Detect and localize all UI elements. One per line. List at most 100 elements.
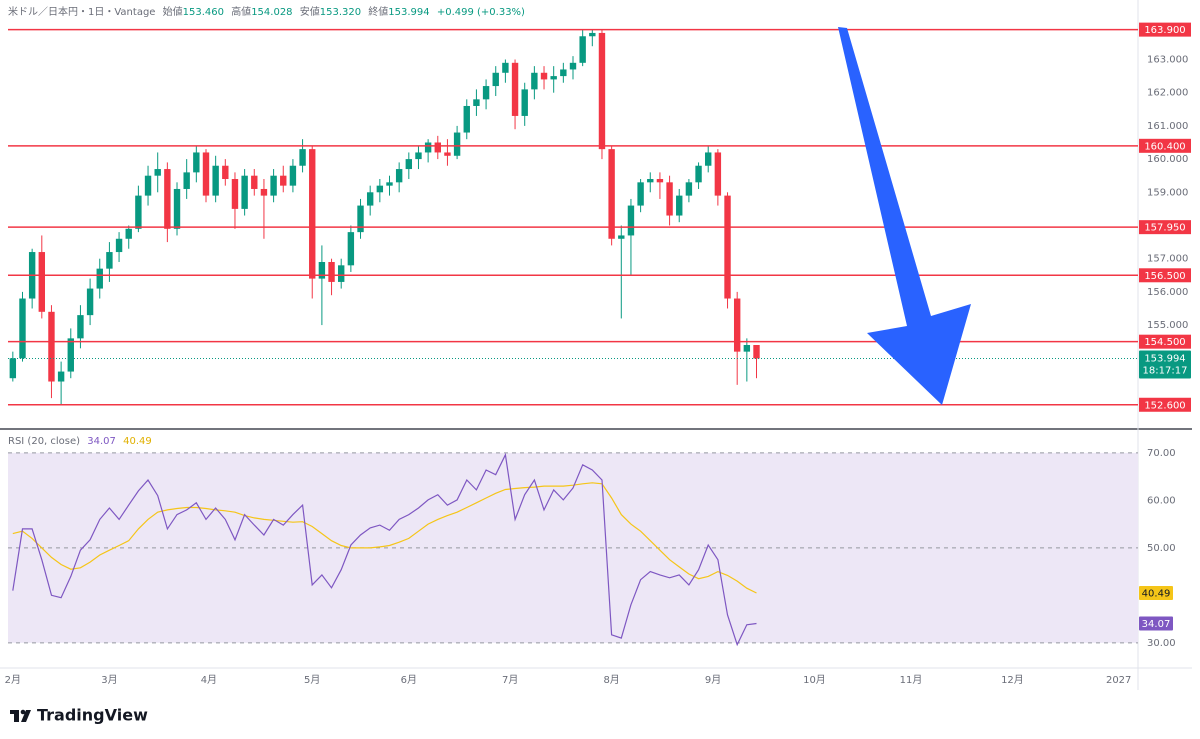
y-tick-label: 163.000: [1147, 54, 1188, 65]
candle-body: [502, 62, 509, 73]
x-tick-label: 11月: [900, 674, 923, 686]
candle-body: [608, 149, 615, 239]
close: 153.994: [388, 7, 429, 18]
candle-body: [695, 165, 702, 183]
candle-body: [444, 152, 451, 156]
candle-body: [714, 152, 722, 196]
candle-body: [231, 179, 239, 209]
last-value-label: 34.07: [1142, 619, 1171, 630]
candle-body: [173, 188, 181, 229]
candle-body: [251, 175, 258, 189]
level-label: 163.900: [1144, 25, 1185, 36]
y-tick-label: 160.000: [1147, 154, 1188, 165]
candle-body: [241, 175, 248, 209]
candle-body: [463, 105, 470, 133]
level-label: 160.400: [1144, 141, 1185, 152]
candle-body: [309, 149, 316, 279]
candle-body: [86, 288, 94, 316]
candle-body: [473, 99, 480, 106]
candle-body: [154, 169, 161, 176]
candle-body: [598, 32, 606, 150]
x-tick-label: 2月: [5, 674, 21, 686]
candle-body: [19, 298, 26, 359]
level-label: 152.600: [1144, 400, 1185, 411]
candle-body: [521, 89, 528, 116]
candle-body: [550, 76, 557, 80]
series-line: [12, 482, 757, 594]
change: +0.499 (+0.33%): [437, 7, 525, 18]
band-fill: [8, 452, 1138, 643]
candle-body: [733, 298, 741, 352]
candle-body: [48, 311, 55, 382]
rsi-value: 34.07: [87, 436, 116, 447]
last-price-label: 153.994: [1144, 353, 1185, 364]
level-label: 156.500: [1144, 271, 1185, 282]
candle-body: [106, 252, 113, 269]
candle-body: [270, 175, 277, 196]
rsi-header: RSI (20, close) 34.07 40.49: [8, 436, 152, 447]
candle-body: [589, 32, 596, 37]
candle-body: [9, 358, 17, 379]
down-arrow: [838, 27, 971, 405]
candle-body: [222, 165, 229, 180]
level-label-box: [1139, 268, 1191, 283]
candle-body: [492, 72, 499, 87]
y-tick-label: 60.00: [1147, 495, 1176, 506]
x-tick-label: 9月: [705, 674, 721, 686]
open: 153.460: [183, 7, 224, 18]
level-label-box: [1139, 22, 1191, 37]
candle-body: [753, 345, 760, 359]
candle-body: [328, 262, 335, 282]
logo-mark: [14, 710, 19, 722]
x-tick-label: 5月: [304, 674, 320, 686]
low: 153.320: [320, 7, 361, 18]
candle-body: [135, 195, 142, 229]
candle-body: [299, 149, 306, 166]
candle-body: [57, 371, 65, 382]
candle-body: [67, 338, 74, 372]
close-label: 終値: [368, 5, 388, 18]
last-value-label: 40.49: [1142, 589, 1171, 600]
candle-body: [434, 142, 441, 153]
candle-body: [347, 232, 355, 266]
countdown-label: 18:17:17: [1143, 365, 1188, 376]
candle-body: [453, 132, 461, 156]
level-label-box: [1139, 334, 1191, 349]
candle-body: [724, 195, 731, 299]
candle-body: [676, 195, 683, 216]
low-label: 安値: [300, 5, 320, 18]
logo-mark: [21, 710, 31, 722]
high: 154.028: [251, 7, 292, 18]
level-label: 157.950: [1144, 223, 1185, 234]
candle-body: [280, 175, 287, 186]
x-tick-label: 7月: [502, 674, 518, 686]
candle-body: [540, 72, 548, 80]
level-label-box: [1139, 397, 1191, 412]
y-tick-label: 161.000: [1147, 121, 1188, 132]
candle-body: [560, 69, 567, 77]
x-tick-label: 2027: [1106, 675, 1131, 686]
y-tick-label: 50.00: [1147, 543, 1176, 554]
candle-body: [357, 205, 364, 233]
candle-body: [618, 235, 625, 239]
candle-body: [115, 238, 123, 253]
header: 米ドル／日本円・1日・Vantage 始値153.460 高値154.028 安…: [8, 5, 525, 18]
candle-body: [482, 86, 490, 100]
candle-body: [289, 165, 297, 186]
y-tick-label: 162.000: [1147, 88, 1188, 99]
candle-body: [685, 182, 693, 196]
high-label: 高値: [231, 5, 251, 18]
candle-body: [212, 165, 219, 196]
candle-body: [202, 152, 210, 196]
x-tick-label: 10月: [803, 674, 826, 686]
candle-body: [193, 152, 200, 173]
candle-body: [415, 152, 422, 160]
level-label-box: [1139, 220, 1191, 235]
y-tick-label: 70.00: [1147, 448, 1176, 459]
candle-body: [531, 72, 538, 90]
series-line: [12, 452, 757, 647]
level-label: 154.500: [1144, 337, 1185, 348]
y-tick-label: 156.000: [1147, 287, 1188, 298]
candle-body: [38, 252, 46, 312]
